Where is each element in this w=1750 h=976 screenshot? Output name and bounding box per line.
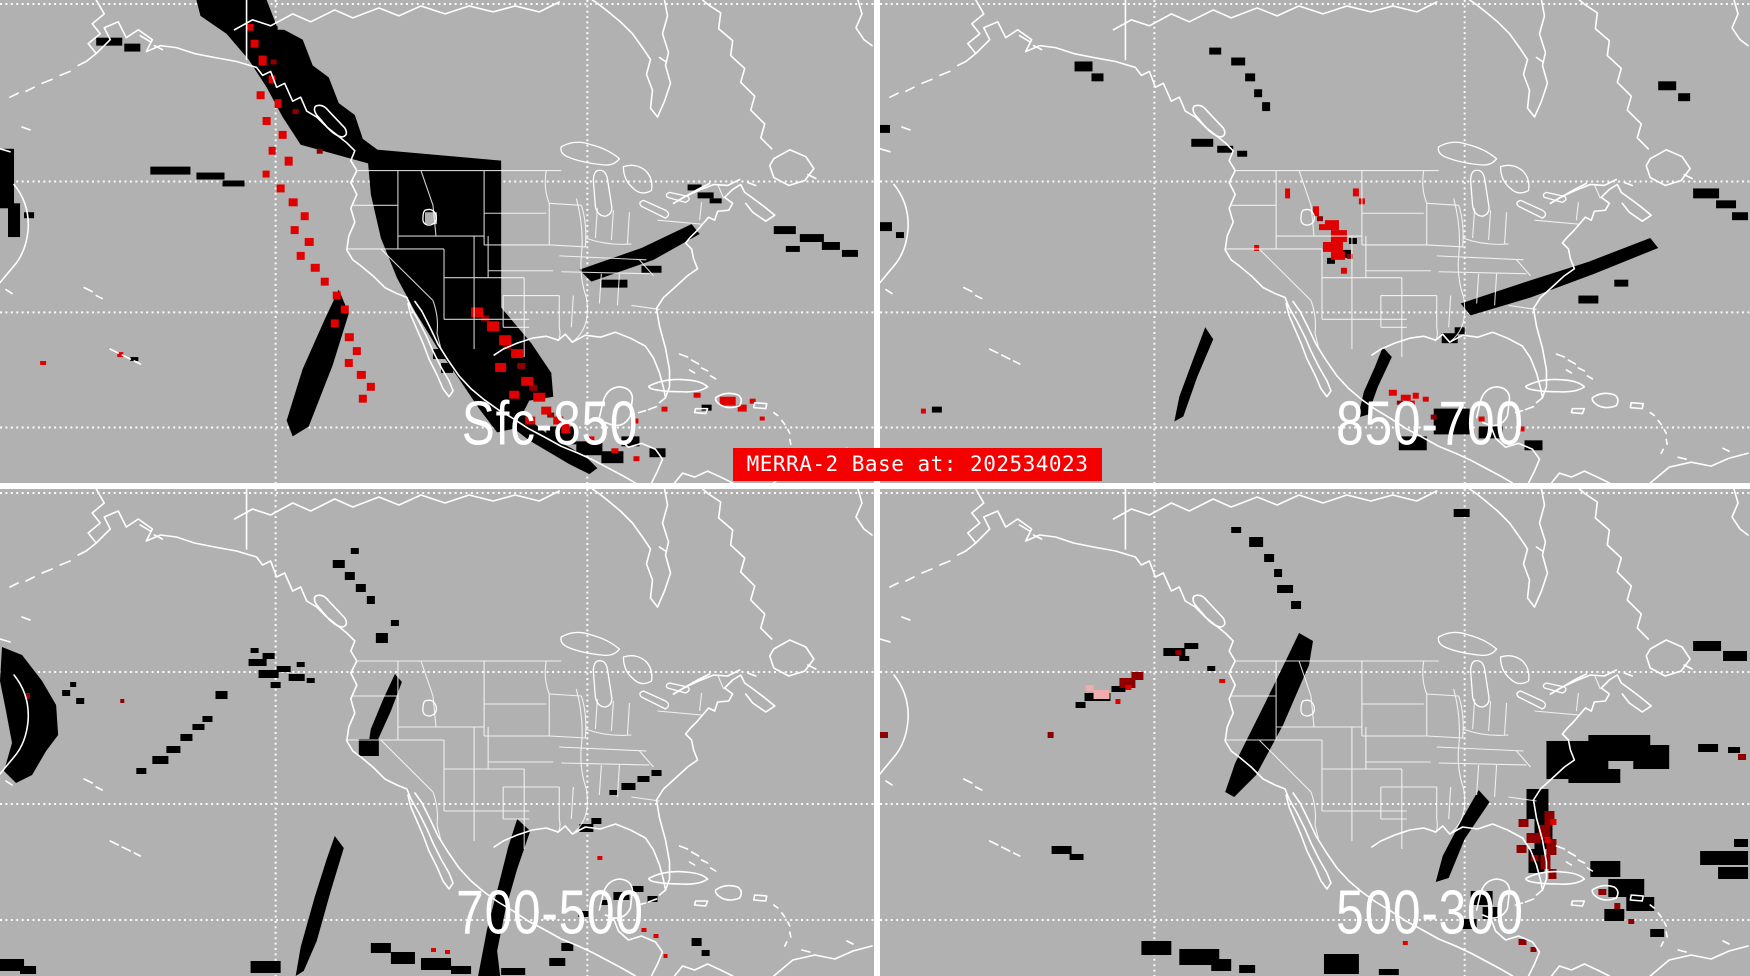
panel-sfc-850: Sfc-850 xyxy=(0,0,874,483)
layer-label: Sfc-850 xyxy=(461,389,639,459)
layer-label: 500-300 xyxy=(1336,878,1524,948)
layer-label: 850-700 xyxy=(1336,389,1524,459)
map-canvas xyxy=(0,0,874,483)
panel-500-300: 500-300 xyxy=(880,489,1750,976)
timestamp-banner: MERRA-2 Base at: 202534023 xyxy=(733,448,1102,481)
map-canvas xyxy=(880,489,1750,976)
panel-850-700: 850-700 xyxy=(880,0,1750,483)
layer-label: 700-500 xyxy=(456,878,644,948)
map-canvas xyxy=(0,489,874,976)
panel-700-500: 700-500 xyxy=(0,489,874,976)
map-canvas xyxy=(880,0,1750,483)
